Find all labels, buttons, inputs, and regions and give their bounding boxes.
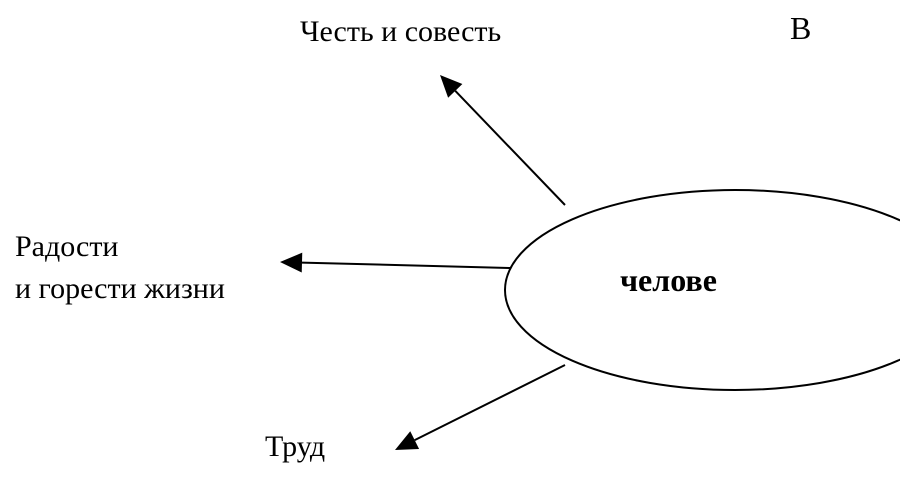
label-joys-line1: Радости	[15, 230, 119, 264]
arrows-group	[280, 75, 565, 450]
label-labor: Труд	[265, 430, 325, 464]
arrow-line-2	[415, 365, 565, 440]
diagram-canvas: Честь и совесть В Радости и горести жизн…	[0, 0, 900, 500]
center-node-label: челове	[620, 262, 717, 299]
diagram-svg	[0, 0, 900, 500]
label-honor: Честь и совесть	[300, 15, 501, 49]
arrow-line-1	[302, 263, 510, 268]
label-joys-line2: и горести жизни	[15, 272, 225, 306]
arrow-head-0	[440, 75, 462, 98]
label-letter-b: В	[790, 10, 811, 47]
arrow-line-0	[455, 91, 565, 205]
arrow-head-1	[280, 253, 302, 273]
arrow-head-2	[395, 431, 419, 450]
